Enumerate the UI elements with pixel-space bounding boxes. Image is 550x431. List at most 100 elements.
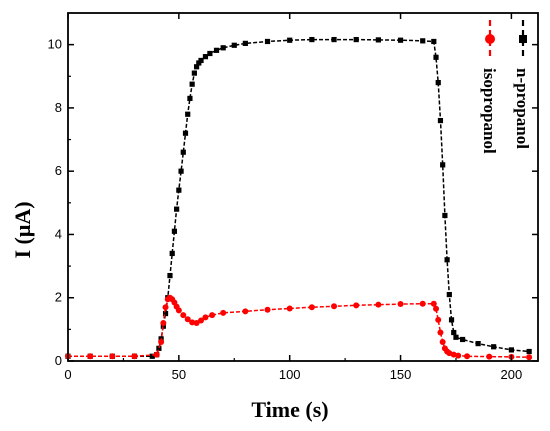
series-line-1 — [68, 296, 530, 358]
legend-label: n-propanol — [513, 68, 532, 149]
data-point — [430, 300, 437, 307]
x-tick-label: 100 — [279, 367, 301, 382]
data-point — [213, 47, 220, 53]
data-point — [455, 352, 462, 359]
data-point — [431, 38, 437, 45]
y-axis-title: I (μA) — [10, 201, 35, 258]
data-point — [526, 354, 533, 361]
y-tick-label: 2 — [55, 290, 62, 305]
data-point — [193, 320, 200, 327]
data-point — [444, 257, 450, 263]
data-point — [287, 37, 293, 43]
data-point — [169, 250, 175, 257]
data-point — [460, 336, 466, 343]
data-point — [526, 348, 532, 355]
data-point — [153, 351, 160, 358]
x-tick-label: 0 — [64, 367, 71, 382]
data-point — [419, 300, 426, 307]
data-point — [353, 36, 359, 43]
data-point — [442, 212, 448, 219]
data-point — [508, 347, 514, 353]
legend-item-0: n-propanol — [513, 20, 532, 149]
data-point — [397, 37, 404, 43]
y-tick-label: 0 — [55, 353, 62, 368]
data-point — [231, 42, 237, 48]
data-point — [464, 353, 471, 360]
data-point — [176, 187, 182, 193]
data-point — [202, 54, 209, 60]
data-point — [309, 36, 315, 43]
data-point — [264, 306, 271, 313]
data-point — [180, 312, 187, 319]
data-point — [220, 309, 227, 316]
plot-area — [65, 36, 533, 361]
data-point — [162, 304, 169, 311]
y-tick-label: 8 — [55, 100, 62, 115]
data-point — [437, 117, 444, 124]
data-point — [160, 323, 166, 329]
data-point — [198, 57, 204, 64]
data-point — [160, 320, 167, 327]
legend-marker — [519, 35, 527, 43]
data-point — [198, 317, 205, 324]
legend: n-propanol isopropanol — [480, 20, 532, 154]
x-tick-label: 200 — [501, 367, 523, 382]
data-point — [242, 40, 248, 46]
x-tick-label: 150 — [390, 367, 412, 382]
data-point — [174, 206, 180, 212]
data-point — [178, 168, 184, 174]
data-point — [435, 316, 442, 323]
data-point — [171, 228, 178, 234]
data-point — [453, 334, 459, 340]
data-point — [185, 111, 191, 117]
data-point — [109, 353, 116, 360]
data-point — [189, 81, 195, 87]
data-point — [131, 353, 138, 360]
data-point — [451, 329, 457, 336]
data-point — [420, 38, 426, 44]
data-point — [331, 303, 338, 310]
data-point — [149, 353, 155, 359]
data-point — [433, 305, 440, 312]
data-point — [353, 302, 360, 309]
data-point — [486, 353, 493, 360]
data-point — [264, 38, 271, 45]
data-point — [440, 162, 446, 168]
data-point — [435, 80, 441, 86]
data-point — [189, 319, 196, 326]
x-tick-label: 50 — [172, 367, 186, 382]
data-point — [193, 64, 200, 70]
data-point — [162, 310, 169, 317]
data-point — [87, 353, 94, 360]
data-point — [202, 314, 209, 321]
data-point — [180, 149, 186, 155]
data-point — [207, 50, 213, 57]
data-point — [209, 312, 216, 319]
x-axis-title: Time (s) — [251, 397, 328, 422]
series-line-0 — [68, 38, 530, 358]
y-tick-label: 10 — [48, 37, 62, 52]
data-point — [397, 301, 404, 308]
data-point — [375, 301, 382, 308]
legend-label: isopropanol — [480, 68, 499, 154]
data-point — [187, 95, 193, 102]
data-point — [448, 317, 455, 323]
legend-item-1: isopropanol — [480, 20, 499, 154]
data-point — [446, 291, 452, 298]
data-point — [182, 130, 189, 136]
data-point — [308, 304, 315, 311]
data-point — [375, 37, 381, 43]
data-point — [242, 308, 249, 315]
data-point — [191, 70, 197, 76]
plot-frame — [67, 12, 539, 362]
legend-marker — [485, 34, 495, 44]
data-point — [158, 339, 165, 346]
data-point — [439, 339, 446, 346]
data-point — [433, 54, 439, 60]
data-point — [175, 307, 182, 314]
data-point — [331, 36, 337, 43]
data-point — [475, 341, 481, 347]
data-point — [184, 316, 191, 323]
data-point — [286, 305, 293, 312]
